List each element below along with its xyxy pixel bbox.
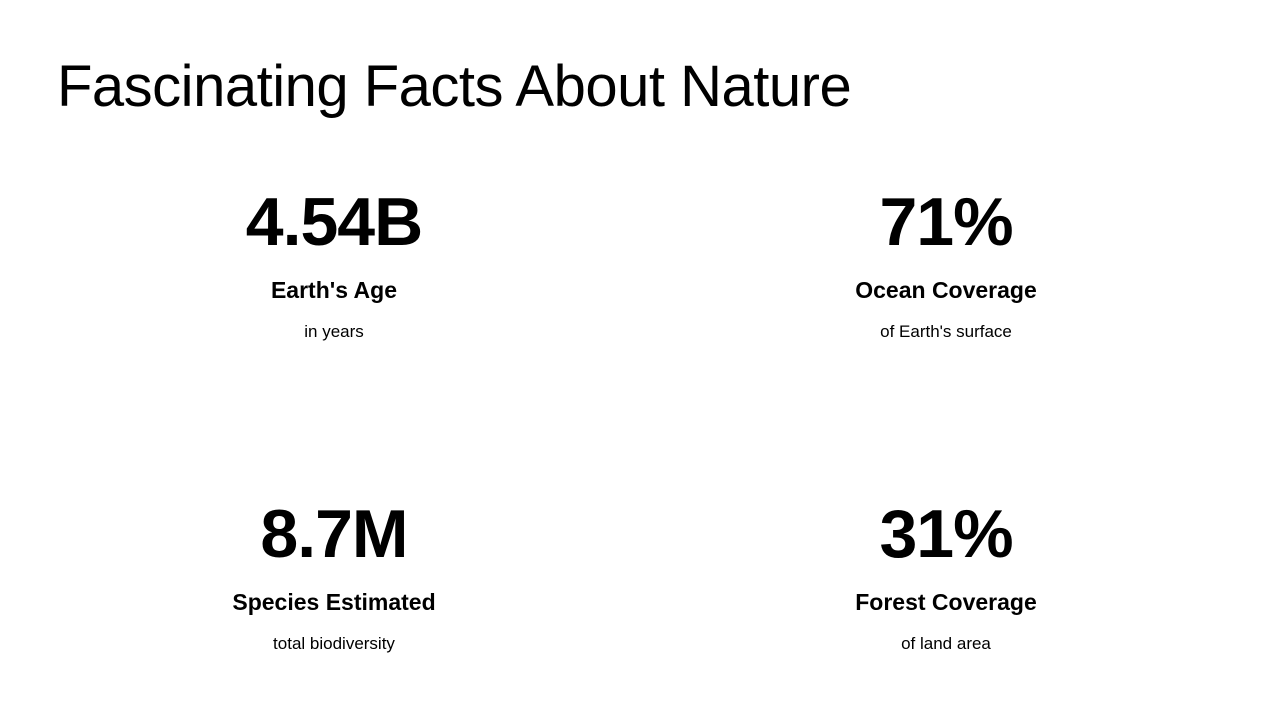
stats-grid: 4.54B Earth's Age in years 71% Ocean Cov… <box>28 185 1252 656</box>
stat-value: 4.54B <box>245 184 423 260</box>
slide-title: Fascinating Facts About Nature <box>57 54 852 119</box>
stat-description: total biodiversity <box>273 634 395 654</box>
stat-species-estimated: 8.7M Species Estimated total biodiversit… <box>28 497 640 655</box>
stat-ocean-coverage: 71% Ocean Coverage of Earth's surface <box>640 185 1252 343</box>
stat-description: of Earth's surface <box>880 321 1012 341</box>
stat-description: of land area <box>901 634 991 654</box>
stat-earths-age: 4.54B Earth's Age in years <box>28 185 640 343</box>
stat-label: Species Estimated <box>232 589 436 616</box>
stat-description: in years <box>304 321 364 341</box>
stat-label: Earth's Age <box>270 276 398 303</box>
stat-value: 71% <box>879 184 1013 260</box>
stat-forest-coverage: 31% Forest Coverage of land area <box>640 497 1252 655</box>
stat-label: Ocean Coverage <box>855 276 1037 303</box>
stat-label: Forest Coverage <box>855 589 1037 616</box>
stat-value: 8.7M <box>260 496 408 573</box>
stat-value: 31% <box>879 496 1013 573</box>
